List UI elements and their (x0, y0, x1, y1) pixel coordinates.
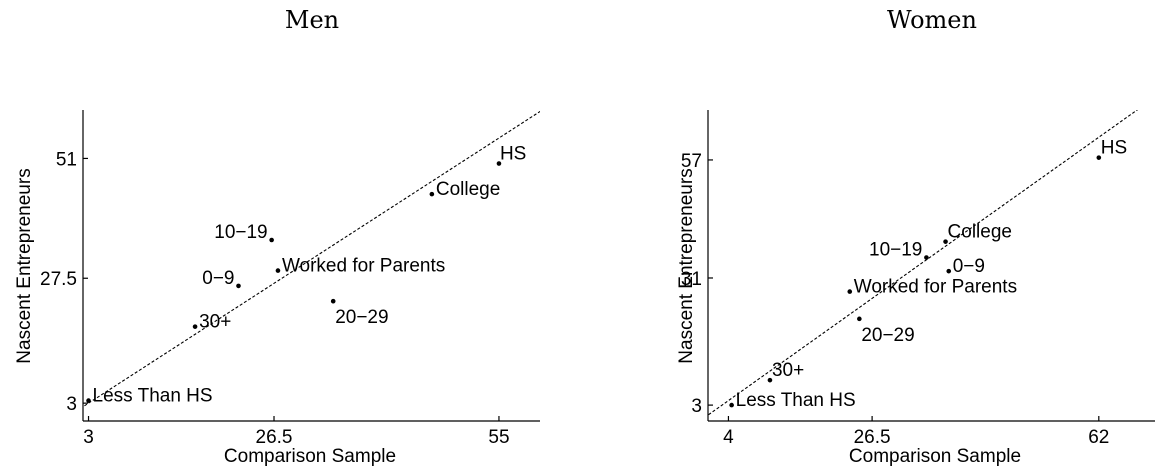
data-point (192, 324, 198, 329)
data-point (275, 268, 281, 273)
point-label: College (436, 179, 500, 200)
y-tick-label: 31 (681, 269, 702, 290)
x-tick-label: 26.5 (854, 427, 891, 448)
data-point (236, 283, 241, 289)
x-axis-label: Comparison Sample (849, 446, 1021, 467)
data-point (330, 298, 336, 304)
point-label: 10−19 (869, 240, 922, 261)
point-label: Worked for Parents (854, 277, 1017, 298)
data-point (729, 402, 734, 408)
reference-line (708, 110, 1139, 416)
x-tick-label: 55 (488, 427, 509, 448)
y-tick-label: 3 (691, 396, 702, 417)
reference-line (83, 110, 540, 408)
data-point (943, 239, 948, 244)
point-label: 0−9 (202, 268, 234, 289)
data-point (429, 191, 435, 197)
point-label: 30+ (199, 312, 231, 333)
y-tick-label: 57 (681, 151, 702, 172)
point-label: HS (500, 144, 526, 165)
data-point (847, 289, 853, 294)
point-label: 30+ (772, 360, 804, 381)
data-point (857, 316, 862, 322)
chart-men: Men Nascent Entrepreneurs Comparison Sam… (14, 6, 540, 467)
x-axis-label: Comparison Sample (224, 446, 396, 467)
chart-women: Women Nascent Entrepreneurs Comparison S… (676, 6, 1155, 467)
x-tick-label: 62 (1088, 427, 1109, 448)
y-tick-label: 51 (56, 149, 77, 170)
point-label: Less Than HS (93, 386, 213, 407)
x-tick-label: 3 (83, 427, 94, 448)
chart-title: Women (887, 6, 977, 34)
y-axis-label: Nascent Entrepreneurs (676, 168, 697, 363)
point-label: 0−9 (953, 256, 985, 277)
point-label: Worked for Parents (282, 256, 445, 277)
y-axis-label: Nascent Entrepreneurs (14, 168, 35, 363)
chart-title: Men (285, 6, 339, 34)
point-label: HS (1101, 138, 1127, 159)
x-tick-label: 4 (723, 427, 734, 448)
point-label: Less Than HS (736, 390, 856, 411)
data-point (924, 255, 929, 260)
data-point (1096, 155, 1102, 160)
data-point (86, 398, 91, 403)
point-label: 20−29 (335, 307, 388, 328)
y-tick-label: 27.5 (40, 269, 77, 290)
point-label: College (948, 222, 1012, 243)
data-point (496, 161, 502, 166)
x-tick-label: 26.5 (256, 427, 293, 448)
y-tick-label: 3 (66, 394, 77, 415)
point-label: 10−19 (214, 222, 267, 243)
data-point (269, 237, 274, 243)
data-point (767, 377, 773, 383)
point-label: 20−29 (861, 325, 914, 346)
data-point (946, 268, 952, 274)
